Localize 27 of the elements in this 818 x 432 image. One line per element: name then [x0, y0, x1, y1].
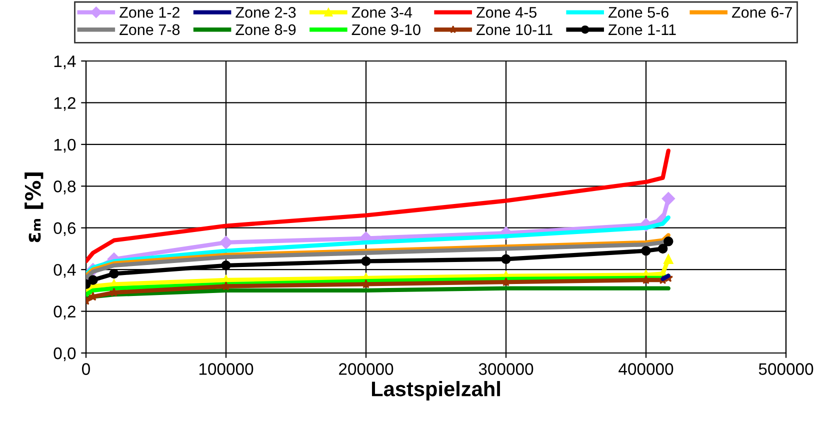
x-tick-label: 400000 — [618, 363, 674, 375]
x-tick-label: 500000 — [758, 363, 814, 375]
legend-label: Zone 5-6 — [608, 6, 668, 18]
x-tick-label: 100000 — [199, 363, 254, 375]
y-tick-label: 0,0 — [54, 347, 76, 362]
legend-label: Zone 3-4 — [352, 6, 412, 18]
legend-label: Zone 8-9 — [236, 24, 296, 36]
x-tick-label: 300000 — [478, 363, 534, 375]
y-tick-label: 0,8 — [54, 180, 76, 194]
legend-label: Zone 4-5 — [476, 7, 536, 18]
legend-label: Zone 2-3 — [236, 6, 296, 18]
y-tick-label: 1,0 — [54, 138, 76, 153]
legend-label: Zone 1-11 — [608, 24, 676, 36]
y-tick-label: 0,6 — [54, 222, 76, 236]
legend-label: Zone 1-2 — [120, 6, 180, 18]
legend-label: Zone 9-10 — [352, 24, 420, 36]
y-tick-label: 1,4 — [54, 56, 76, 70]
x-axis-title: Lastspielzahl — [372, 381, 500, 400]
x-tick-label: 0 — [82, 363, 90, 375]
y-tick-label: 0,4 — [54, 264, 76, 278]
legend-label: Zone 6-7 — [732, 6, 792, 18]
legend-label: Zone 7-8 — [120, 24, 180, 36]
y-axis-title: εₘ [%] — [24, 172, 44, 242]
x-tick-label: 200000 — [339, 363, 394, 375]
y-tick-label: 0,2 — [54, 306, 76, 320]
y-tick-label: 1,2 — [54, 97, 76, 111]
legend-label: Zone 10-11 — [476, 24, 552, 36]
